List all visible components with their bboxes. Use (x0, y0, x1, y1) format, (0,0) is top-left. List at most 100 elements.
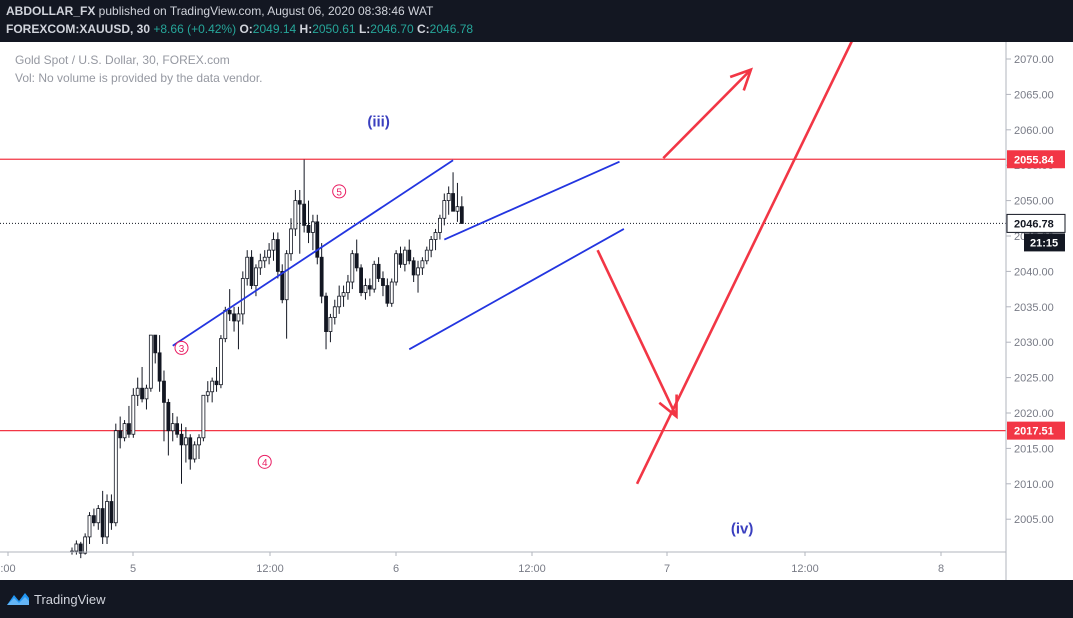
candle-body (87, 515, 92, 538)
price-tick-label: 2005.00 (1014, 514, 1054, 526)
projection-line[interactable] (635, 23, 862, 485)
publish-header: ABDOLLAR_FX published on TradingView.com… (0, 0, 1073, 42)
candle-body (341, 292, 346, 297)
candle (411, 257, 416, 283)
candle (188, 434, 193, 470)
candle (105, 494, 109, 544)
candle-body (162, 380, 166, 403)
level-price-tag (1007, 421, 1065, 440)
candle (455, 182, 460, 222)
candle (389, 278, 394, 307)
arrow-line[interactable] (662, 68, 752, 160)
wave-count-label: 5 (336, 187, 342, 198)
price-tick-label: 2065.00 (1014, 89, 1054, 101)
candle-body (271, 239, 276, 251)
candle-body (262, 256, 267, 262)
candle (232, 306, 236, 332)
candle-body (424, 249, 429, 262)
trend-line[interactable] (172, 159, 454, 347)
candle-body (131, 394, 136, 435)
candle (275, 232, 280, 279)
candle (144, 384, 149, 410)
candle (214, 366, 219, 392)
candle-body (210, 380, 215, 393)
candle-body (254, 267, 258, 286)
candle (359, 264, 363, 297)
candle (284, 250, 289, 339)
candle-body (188, 437, 193, 460)
candle-body (442, 200, 447, 219)
price-tick-label: 2060.00 (1014, 125, 1054, 137)
candle (267, 243, 272, 265)
price-tick-label: 2015.00 (1014, 443, 1054, 455)
candle (92, 508, 96, 527)
candle-body (372, 263, 377, 290)
candle (175, 416, 180, 438)
price-tick-label: 2010.00 (1014, 479, 1054, 491)
candle (354, 239, 359, 272)
candle-body (127, 423, 131, 435)
trend-line[interactable] (443, 160, 620, 241)
chart-area[interactable]: (iii) (iv) 3 4 5 2005.00 2010.00 2015.00 2020.0… (0, 23, 1073, 580)
tradingview-logo-icon[interactable] (6, 592, 30, 606)
candle-body (240, 278, 245, 315)
candle (78, 541, 83, 559)
candle (118, 416, 123, 449)
candle (280, 264, 285, 304)
candle (83, 533, 88, 555)
candle (166, 398, 171, 456)
candle (157, 335, 162, 392)
candle (341, 285, 346, 307)
candle (363, 278, 368, 300)
footer: TradingView (0, 580, 1073, 618)
candle (433, 228, 438, 251)
candle (381, 271, 385, 297)
candle (183, 427, 188, 463)
close-value: 2046.78 (429, 22, 474, 36)
candle (127, 405, 131, 438)
candle (201, 394, 206, 442)
candle-body (284, 253, 289, 301)
low-value: 2046.70 (370, 22, 414, 36)
candle (332, 299, 337, 325)
candle-body (74, 543, 79, 552)
candle-body (144, 387, 149, 400)
candle-body (438, 217, 442, 233)
candle-body (96, 508, 101, 524)
symbol-label: FOREXCOM:XAUUSD, 30 (6, 22, 151, 36)
candle (328, 313, 333, 343)
time-tick-label: 6 (393, 563, 399, 575)
candle-body (179, 433, 184, 446)
candle-body (376, 263, 381, 279)
time-tick-label: 12:00 (518, 563, 546, 575)
wave-count-circle (332, 184, 347, 199)
tradingview-brand[interactable]: TradingView (34, 592, 106, 607)
high-label: H: (299, 22, 313, 36)
legend-volume-note: Vol: No volume is provided by the data v… (15, 71, 262, 85)
candle (289, 218, 293, 261)
candle-body (289, 228, 293, 255)
candle (70, 547, 74, 555)
candle-body (267, 249, 272, 258)
candle (293, 189, 298, 236)
candle (302, 159, 307, 233)
arrow-line[interactable] (596, 249, 678, 418)
candle-body (455, 206, 460, 212)
candle (459, 196, 464, 224)
candle (367, 278, 372, 297)
price-tick-label: 2070.00 (1014, 54, 1054, 66)
candle-body (394, 253, 399, 283)
candle (113, 423, 118, 527)
price-tick-label: 2035.00 (1014, 302, 1054, 314)
candle-body (310, 221, 315, 233)
price-tick-label: 2025.00 (1014, 373, 1054, 385)
legend-title: Gold Spot / U.S. Dollar, 30, FOREX.com (15, 53, 230, 67)
candle-body (407, 249, 412, 262)
trend-line[interactable] (408, 228, 625, 351)
countdown-label: 21:15 (1030, 237, 1058, 249)
candle (87, 512, 92, 544)
chart-svg[interactable]: (iii) (iv) 3 4 5 2005.00 2010.00 2015.00 2020.0… (0, 23, 1073, 580)
author-name[interactable]: ABDOLLAR_FX (6, 4, 96, 18)
candle (416, 260, 420, 293)
candle-body (245, 256, 250, 279)
